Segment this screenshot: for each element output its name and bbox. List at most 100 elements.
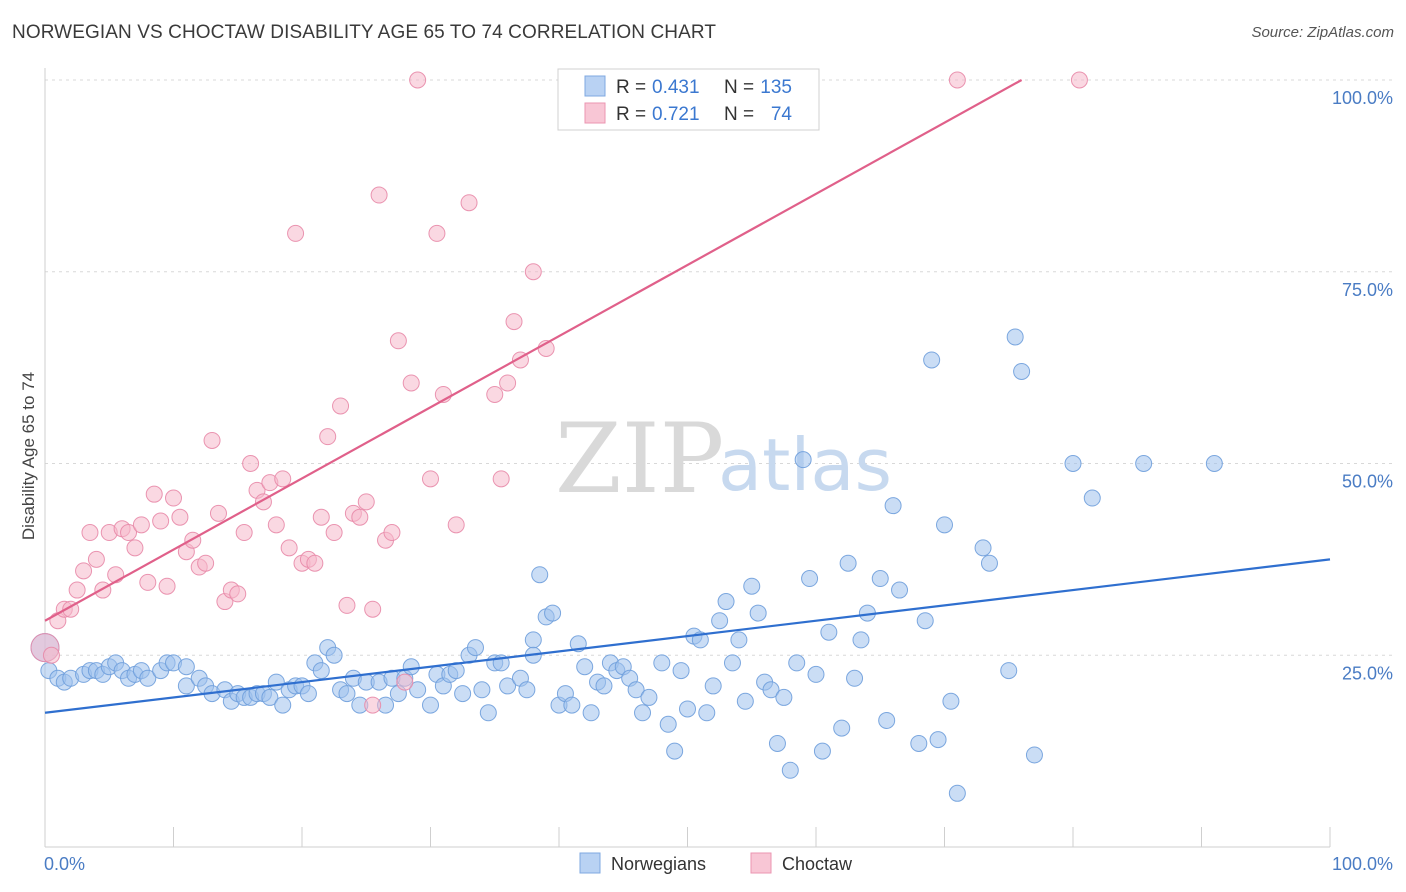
norwegians-point-100 bbox=[723, 654, 741, 672]
choctaw-point-66 bbox=[499, 374, 517, 392]
choctaw-point-39 bbox=[287, 224, 305, 242]
norwegians-point-96 bbox=[698, 704, 716, 722]
norwegians-point-103 bbox=[743, 577, 761, 595]
norwegians-point-93 bbox=[679, 700, 696, 718]
norwegians-point-37 bbox=[299, 685, 317, 703]
choctaw-point-67 bbox=[505, 313, 523, 331]
choctaw-point-72 bbox=[1070, 71, 1088, 89]
norwegians-point-138 bbox=[1064, 455, 1082, 472]
choctaw-point-62 bbox=[447, 516, 465, 534]
norwegians-point-52 bbox=[402, 658, 420, 676]
choctaw-point-58 bbox=[409, 71, 427, 89]
norwegians-point-116 bbox=[833, 719, 851, 737]
legend-n-value-1: 135 bbox=[760, 77, 792, 98]
source-label: Source: ZipAtlas.com bbox=[1251, 24, 1394, 41]
choctaw-point-25 bbox=[197, 554, 215, 572]
choctaw-point-57 bbox=[402, 374, 420, 392]
choctaw-point-26 bbox=[203, 431, 221, 449]
choctaw-point-14 bbox=[126, 539, 144, 557]
choctaw-point-55 bbox=[389, 332, 407, 350]
norwegians-point-20 bbox=[177, 677, 195, 695]
choctaw-point-37 bbox=[274, 470, 292, 488]
choctaw-point-65 bbox=[492, 470, 510, 488]
x-tick-right: 100.0% bbox=[1332, 854, 1393, 874]
norwegians-point-104 bbox=[749, 604, 767, 622]
norwegians-point-136 bbox=[1013, 362, 1031, 380]
choctaw-point-20 bbox=[165, 489, 182, 507]
choctaw-point-21 bbox=[171, 508, 189, 526]
norwegians-point-114 bbox=[813, 742, 831, 760]
choctaw-point-45 bbox=[325, 524, 343, 542]
norwegians-point-33 bbox=[274, 696, 292, 714]
trend-lines bbox=[44, 79, 1331, 714]
norwegians-point-53 bbox=[409, 681, 427, 699]
norwegians-point-101 bbox=[730, 631, 748, 649]
choctaw-point-63 bbox=[460, 194, 478, 212]
norwegians-point-66 bbox=[499, 677, 517, 695]
norwegians-point-130 bbox=[942, 692, 960, 710]
norwegians-point-78 bbox=[576, 658, 594, 676]
x-tick-left: 0.0% bbox=[44, 854, 85, 874]
choctaw-point-47 bbox=[338, 596, 356, 614]
watermark-zip: ZIP bbox=[555, 403, 724, 515]
norwegians-point-118 bbox=[846, 669, 864, 687]
norwegians-point-113 bbox=[807, 665, 825, 683]
norwegians-point-61 bbox=[466, 639, 484, 657]
choctaw-point-51 bbox=[364, 600, 382, 618]
norwegians-point-39 bbox=[312, 662, 330, 680]
norwegians-point-59 bbox=[454, 685, 472, 703]
norwegians-point-108 bbox=[775, 688, 793, 706]
norwegians-point-81 bbox=[595, 677, 613, 695]
norwegians-point-107 bbox=[768, 734, 786, 752]
norwegians-point-126 bbox=[916, 612, 934, 630]
choctaw-point-73 bbox=[364, 696, 382, 714]
choctaw-point-8 bbox=[87, 550, 105, 568]
norwegians-point-134 bbox=[1000, 662, 1018, 680]
choctaw-point-31 bbox=[235, 524, 253, 542]
norwegians-point-139 bbox=[1083, 489, 1101, 507]
y-tick-label-2: 75.0% bbox=[1342, 280, 1393, 300]
choctaw-point-69 bbox=[524, 263, 542, 281]
series-legend-swatch-choctaw bbox=[750, 852, 772, 874]
norwegians-point-115 bbox=[820, 623, 838, 641]
legend-r-value-1: 0.431 bbox=[652, 77, 700, 98]
norwegians-point-76 bbox=[563, 696, 581, 714]
norwegians-point-62 bbox=[473, 681, 491, 699]
norwegians-point-69 bbox=[524, 631, 542, 649]
norwegians-point-141 bbox=[1205, 455, 1223, 472]
choctaw-point-27 bbox=[209, 504, 227, 522]
norwegians-point-119 bbox=[852, 631, 870, 649]
choctaw-point-19 bbox=[158, 577, 176, 595]
norwegians-point-132 bbox=[974, 539, 992, 557]
norwegians-point-87 bbox=[634, 704, 652, 722]
norwegians-point-110 bbox=[788, 654, 806, 672]
norwegians-point-97 bbox=[704, 677, 722, 695]
norwegians-point-135 bbox=[1006, 328, 1024, 346]
legend-swatch-blue bbox=[584, 75, 606, 97]
choctaw-point-15 bbox=[132, 516, 150, 534]
choctaw-point-32 bbox=[242, 455, 260, 472]
norwegians-point-129 bbox=[936, 516, 953, 534]
legend-r-label-1: R = bbox=[616, 77, 646, 98]
norwegians-point-122 bbox=[878, 711, 896, 729]
choctaw-points bbox=[30, 71, 1088, 714]
norwegians-point-88 bbox=[640, 688, 658, 706]
norwegians-point-41 bbox=[325, 646, 343, 664]
legend-r-label-2: R = bbox=[616, 104, 646, 125]
legend-r-value-2: 0.721 bbox=[652, 104, 700, 125]
norwegians-point-91 bbox=[666, 742, 684, 760]
norwegians-point-140 bbox=[1135, 455, 1153, 472]
norwegians-point-125 bbox=[910, 734, 928, 752]
choctaw-point-5 bbox=[68, 581, 86, 599]
y-tick-label-3: 100.0% bbox=[1332, 88, 1393, 108]
norwegians-point-131 bbox=[948, 784, 966, 802]
y-tick-label-1: 50.0% bbox=[1342, 472, 1393, 492]
choctaw-point-11 bbox=[107, 566, 125, 584]
choctaw-point-43 bbox=[312, 508, 330, 526]
norwegians-point-68 bbox=[518, 681, 536, 699]
choctaw-point-16 bbox=[139, 573, 157, 591]
norwegians-point-54 bbox=[422, 696, 439, 714]
y-tick-labels: 25.0% 50.0% 75.0% 100.0% bbox=[1332, 88, 1393, 683]
norwegians-point-73 bbox=[544, 604, 562, 622]
choctaw-point-1 bbox=[42, 646, 60, 664]
